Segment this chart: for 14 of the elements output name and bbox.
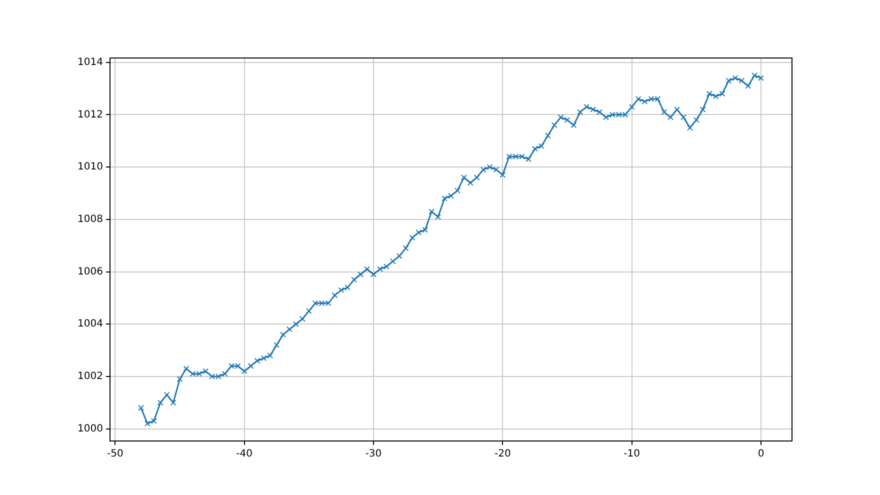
x-tick-label: 0 bbox=[758, 448, 764, 460]
y-tick-label: 1012 bbox=[78, 109, 103, 120]
y-tick-label: 1006 bbox=[78, 266, 103, 278]
x-tick-label: -30 bbox=[365, 448, 382, 460]
x-tick-label: -50 bbox=[106, 448, 124, 460]
y-tick-label: 1014 bbox=[78, 56, 103, 68]
y-tick-label: 1010 bbox=[78, 162, 103, 173]
y-tick-label: 1002 bbox=[78, 371, 103, 382]
y-tick-label: 1004 bbox=[78, 318, 103, 330]
y-tick-label: 1008 bbox=[78, 214, 103, 225]
y-tick-label: 1000 bbox=[78, 423, 103, 434]
x-tick-label: -40 bbox=[236, 448, 253, 460]
x-tick-label: -10 bbox=[624, 448, 640, 460]
x-tick-label: -20 bbox=[494, 448, 511, 460]
